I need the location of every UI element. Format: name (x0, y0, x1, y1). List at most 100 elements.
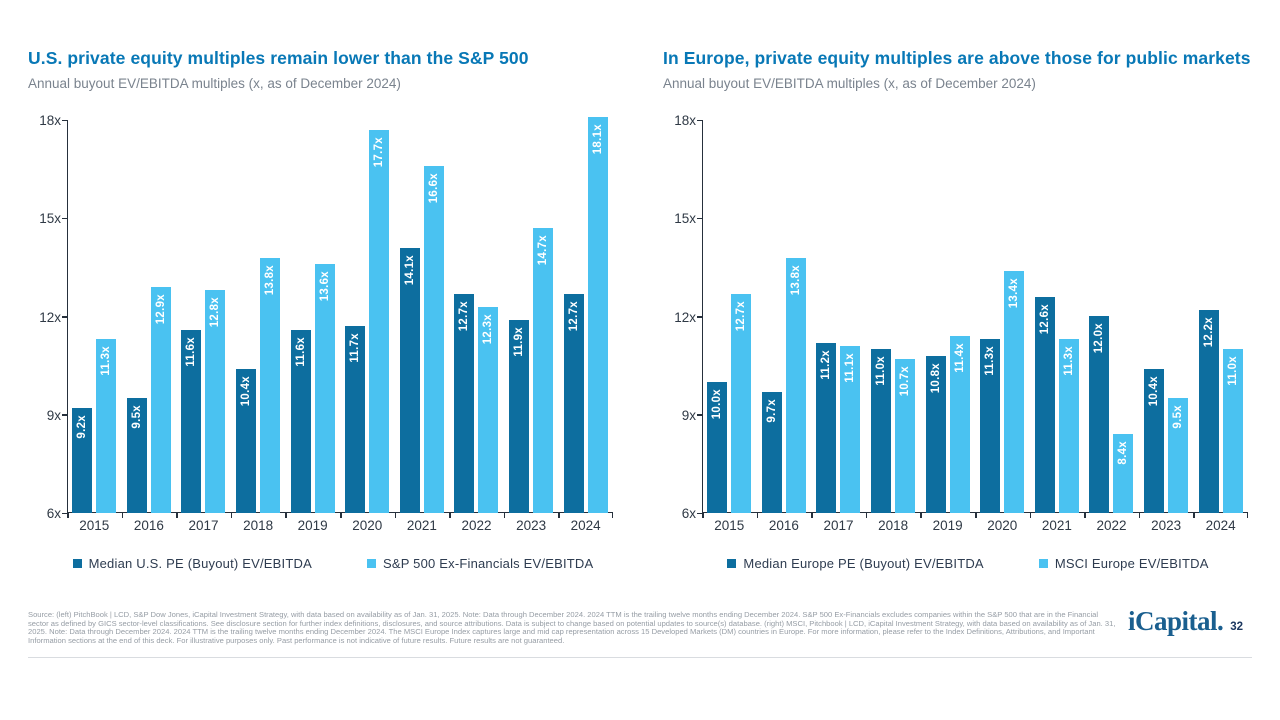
bar: 12.7x (731, 294, 752, 513)
x-axis-tick-mark (920, 513, 922, 518)
bar-value-label: 17.7x (373, 137, 386, 168)
y-axis-tick-mark (697, 119, 702, 121)
x-category-label: 2020 (352, 518, 383, 533)
x-category-label: 2019 (932, 518, 963, 533)
legend-series-label: MSCI Europe EV/EBITDA (1054, 556, 1209, 571)
bar: 10.4x (1144, 369, 1165, 513)
x-category-label: 2022 (1096, 518, 1127, 533)
plot-area (702, 120, 1248, 513)
bar: 11.7x (345, 326, 366, 513)
bar-value-label: 12.9x (154, 294, 167, 325)
bar: 10.7x (895, 359, 916, 513)
bar-value-label: 9.5x (130, 405, 143, 429)
legend-series-label: Median Europe PE (Buyout) EV/EBITDA (743, 556, 984, 571)
bar: 9.2x (72, 408, 93, 513)
bar-value-label: 16.6x (427, 173, 440, 204)
bar: 9.7x (761, 392, 782, 513)
bar-value-label: 14.7x (537, 235, 550, 266)
x-axis-tick-mark (503, 513, 506, 518)
chart-panel-europe: In Europe, private equity multiples are … (663, 48, 1273, 588)
bar-value-label: 11.2x (820, 350, 833, 380)
legend-swatch (1038, 559, 1048, 568)
bar-group: 11.9x 14.7x (504, 120, 559, 513)
bar-group: 12.2x 11.0x (1193, 120, 1248, 513)
bar-value-label: 10.4x (1148, 376, 1161, 407)
bar: 11.9x (509, 320, 530, 513)
bar-value-label: 11.7x (349, 333, 362, 363)
x-axis-tick-mark (1193, 513, 1195, 518)
x-axis-tick-mark (811, 513, 813, 518)
bar-value-label: 11.0x (1226, 356, 1239, 386)
y-axis-tick-label: 9x (681, 407, 696, 423)
y-axis-tick-mark (62, 119, 67, 121)
y-axis-tick-mark (62, 512, 67, 514)
bar: 12.9x (150, 287, 171, 513)
y-axis-tick-mark (62, 414, 67, 416)
bar: 11.3x (980, 339, 1001, 513)
y-axis-tick-label: 18x (39, 113, 61, 128)
x-category-label: 2023 (516, 518, 547, 533)
y-axis-tick-label: 15x (39, 211, 61, 227)
x-category-label: 2015 (714, 518, 745, 533)
legend-swatch (72, 559, 82, 568)
bar: 11.0x (871, 349, 892, 513)
bar: 12.2x (1198, 310, 1219, 513)
bar-value-label: 12.2x (1202, 317, 1215, 348)
legend-item: Median Europe PE (Buyout) EV/EBITDA (727, 556, 984, 571)
bar-value-label: 13.8x (264, 265, 277, 296)
chart-legend-europe: Median Europe PE (Buyout) EV/EBITDA MSCI … (663, 556, 1273, 571)
chart-legend-us: Median U.S. PE (Buyout) EV/EBITDA S&P 500… (28, 556, 638, 571)
bar-group: 10.4x 9.5x (1139, 120, 1194, 513)
chart-title-europe: In Europe, private equity multiples are … (663, 48, 1251, 68)
plot-area (67, 120, 613, 513)
x-axis-tick-mark (394, 513, 397, 518)
bar-group: 11.7x 17.7x (340, 120, 395, 513)
bar-value-label: 11.9x (513, 327, 526, 357)
legend-item: S&P 500 Ex-Financials EV/EBITDA (366, 556, 593, 571)
bar-value-label: 18.1x (591, 124, 604, 155)
y-axis-tick-label: 6x (46, 506, 61, 521)
bar-group: 10.8x 11.4x (920, 120, 975, 513)
bar: 11.0x (1222, 349, 1243, 513)
x-axis-tick-mark (611, 513, 613, 518)
bar-value-label: 12.6x (1038, 304, 1051, 335)
legend-series-label: Median U.S. PE (Buyout) EV/EBITDA (88, 556, 312, 571)
x-axis-tick-mark (340, 513, 342, 518)
bar-value-label: 11.6x (185, 337, 198, 367)
bar: 9.5x (1168, 398, 1189, 513)
page-number: 32 (1230, 621, 1244, 633)
x-axis-tick-mark (558, 513, 560, 518)
bar-group: 14.1x 16.6x (395, 120, 450, 513)
x-axis-tick-mark (449, 513, 451, 518)
bar: 13.8x (260, 258, 281, 513)
bar: 11.2x (816, 343, 837, 513)
x-category-label: 2022 (461, 518, 492, 533)
legend-item: Median U.S. PE (Buyout) EV/EBITDA (72, 556, 312, 571)
bar: 10.4x (236, 369, 257, 513)
bar-value-label: 13.4x (1008, 278, 1021, 309)
x-axis-tick-mark (1246, 513, 1248, 518)
chart-subtitle-europe: Annual buyout EV/EBITDA multiples (x, as… (663, 76, 1036, 91)
bar: 12.8x (205, 290, 226, 513)
bar-group: 12.0x 8.4x (1084, 120, 1139, 513)
chart-panel-us: U.S. private equity multiples remain low… (28, 48, 638, 588)
x-category-label: 2018 (243, 518, 274, 533)
bar: 14.1x (399, 248, 420, 513)
brand-block: iCapital. 32 (1128, 606, 1258, 637)
x-axis-tick-mark (121, 513, 124, 518)
y-axis-tick-label: 9x (46, 407, 61, 423)
bar-value-label: 9.7x (765, 399, 778, 423)
x-category-label: 2019 (297, 518, 328, 533)
bar-group: 9.2x 11.3x (67, 120, 122, 513)
bar-value-label: 12.7x (735, 301, 748, 332)
bar-value-label: 10.4x (240, 376, 253, 407)
y-axis-tick-mark (697, 217, 702, 220)
bar-value-label: 8.4x (1117, 441, 1130, 465)
bar-group: 12.7x 18.1x (558, 117, 613, 513)
x-axis-tick-mark (285, 513, 287, 518)
footer-divider (28, 657, 1252, 658)
y-axis-tick-label: 12x (674, 309, 696, 325)
chart-title-us: U.S. private equity multiples remain low… (28, 48, 529, 68)
y-axis-tick-mark (62, 316, 67, 318)
bar-group: 11.2x 11.1x (811, 120, 866, 513)
